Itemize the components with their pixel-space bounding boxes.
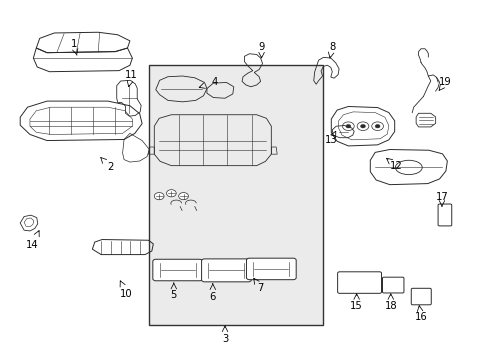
- Text: 6: 6: [209, 292, 216, 302]
- Text: 3: 3: [222, 333, 228, 343]
- Circle shape: [374, 125, 379, 128]
- Text: 8: 8: [328, 42, 335, 51]
- Text: 14: 14: [26, 239, 39, 249]
- Circle shape: [154, 193, 163, 200]
- Text: 5: 5: [170, 291, 177, 301]
- Text: 10: 10: [120, 289, 133, 299]
- FancyBboxPatch shape: [410, 288, 430, 305]
- Text: 1: 1: [70, 40, 77, 49]
- Circle shape: [345, 125, 350, 128]
- Text: 12: 12: [389, 161, 402, 171]
- FancyBboxPatch shape: [337, 272, 381, 293]
- Text: 13: 13: [325, 135, 337, 145]
- FancyBboxPatch shape: [437, 204, 451, 226]
- Text: 2: 2: [107, 162, 113, 172]
- Circle shape: [166, 190, 176, 197]
- Bar: [149, 65, 322, 325]
- Text: 17: 17: [435, 192, 447, 202]
- FancyBboxPatch shape: [201, 259, 251, 282]
- FancyBboxPatch shape: [246, 258, 296, 280]
- Text: 18: 18: [384, 301, 396, 311]
- FancyBboxPatch shape: [382, 277, 403, 293]
- Circle shape: [178, 193, 188, 200]
- Text: 15: 15: [349, 301, 362, 311]
- Text: 16: 16: [414, 312, 427, 322]
- Text: 7: 7: [257, 283, 263, 293]
- Text: 4: 4: [211, 77, 217, 87]
- FancyBboxPatch shape: [153, 259, 202, 281]
- Text: 11: 11: [125, 70, 138, 80]
- Circle shape: [360, 125, 365, 128]
- Text: 9: 9: [258, 42, 264, 51]
- Text: 19: 19: [438, 77, 451, 87]
